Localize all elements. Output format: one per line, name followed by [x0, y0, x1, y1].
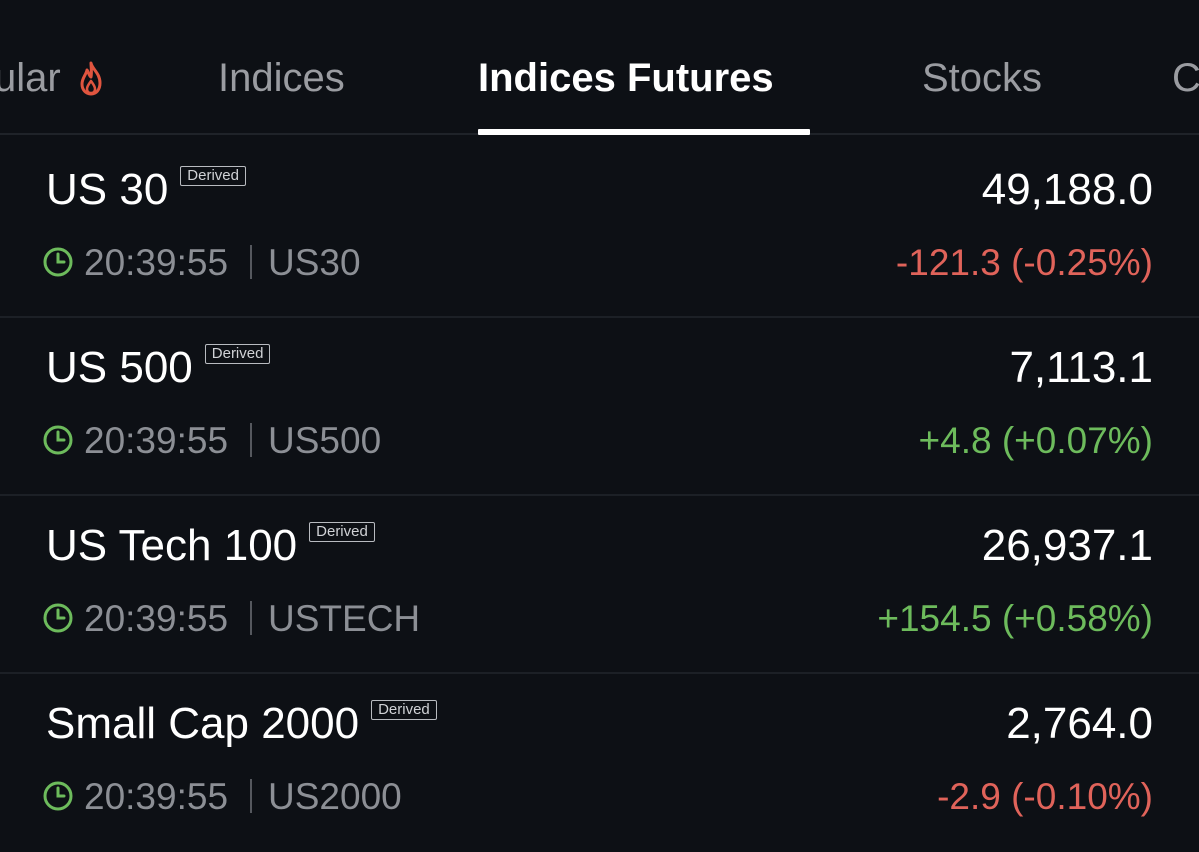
derived-badge: Derived: [371, 700, 437, 720]
instrument-row-ustech[interactable]: US Tech 100 Derived 20:39:55 USTECH 26,937…: [0, 496, 1199, 674]
active-tab-indicator: [478, 129, 810, 135]
derived-badge: Derived: [180, 166, 246, 186]
instrument-row-us2000[interactable]: Small Cap 2000 Derived 20:39:55 US2000 2,7…: [0, 674, 1199, 852]
fire-icon: [80, 61, 102, 96]
instrument-meta: 20:39:55 US500: [42, 416, 381, 466]
clock-icon: [43, 781, 73, 811]
instrument-name-wrap: US 30 Derived: [46, 160, 246, 220]
instrument-row-us500[interactable]: US 500 Derived 20:39:55 US500 7,113.1 +4.8…: [0, 318, 1199, 496]
clock-icon: [43, 425, 73, 455]
tab-indices-futures[interactable]: Indices Futures: [478, 56, 774, 100]
instrument-name: US 30: [46, 165, 169, 214]
derived-badge: Derived: [309, 522, 375, 542]
tab-bar: ular Indices Indices Futures Stocks C: [0, 0, 1199, 135]
update-time: 20:39:55: [84, 776, 229, 817]
instrument-meta: 20:39:55 US2000: [42, 772, 402, 822]
tab-popular[interactable]: ular: [0, 56, 61, 100]
instrument-name: US 500: [46, 343, 193, 392]
instrument-price: 26,937.1: [981, 521, 1153, 570]
instrument-row-us30[interactable]: US 30 Derived 20:39:55 US30 49,188.0 -121.…: [0, 140, 1199, 318]
separator: [250, 245, 253, 280]
separator: [250, 423, 253, 458]
instrument-symbol: US30: [268, 242, 361, 283]
instrument-price: 2,764.0: [1006, 699, 1153, 748]
instrument-symbol: US2000: [268, 776, 402, 817]
instrument-change: -121.3 (-0.25%): [895, 242, 1153, 283]
instrument-change: +154.5 (+0.58%): [877, 598, 1153, 639]
instrument-name: US Tech 100: [46, 521, 298, 570]
instrument-symbol: USTECH: [268, 598, 421, 639]
instrument-meta: 20:39:55 USTECH: [42, 594, 420, 644]
clock-icon: [43, 247, 73, 277]
update-time: 20:39:55: [84, 598, 229, 639]
instrument-symbol: US500: [268, 420, 382, 461]
instrument-name: Small Cap 2000: [46, 699, 360, 748]
instrument-price: 7,113.1: [1009, 343, 1153, 392]
tab-indices[interactable]: Indices: [218, 56, 345, 100]
instrument-name-wrap: US 500 Derived: [46, 338, 271, 398]
update-time: 20:39:55: [84, 242, 229, 283]
update-time: 20:39:55: [84, 420, 229, 461]
instrument-meta: 20:39:55 US30: [42, 238, 361, 288]
derived-badge: Derived: [204, 344, 271, 364]
instrument-price: 49,188.0: [981, 165, 1153, 214]
instrument-change: -2.9 (-0.10%): [937, 776, 1153, 817]
clock-icon: [43, 603, 73, 633]
tab-stocks[interactable]: Stocks: [922, 56, 1043, 100]
instrument-change: +4.8 (+0.07%): [918, 420, 1153, 461]
separator: [250, 779, 253, 814]
separator: [250, 601, 253, 636]
instrument-name-wrap: Small Cap 2000 Derived: [46, 694, 437, 754]
tab-commodities[interactable]: C: [1172, 56, 1199, 100]
instrument-name-wrap: US Tech 100 Derived: [46, 516, 375, 576]
